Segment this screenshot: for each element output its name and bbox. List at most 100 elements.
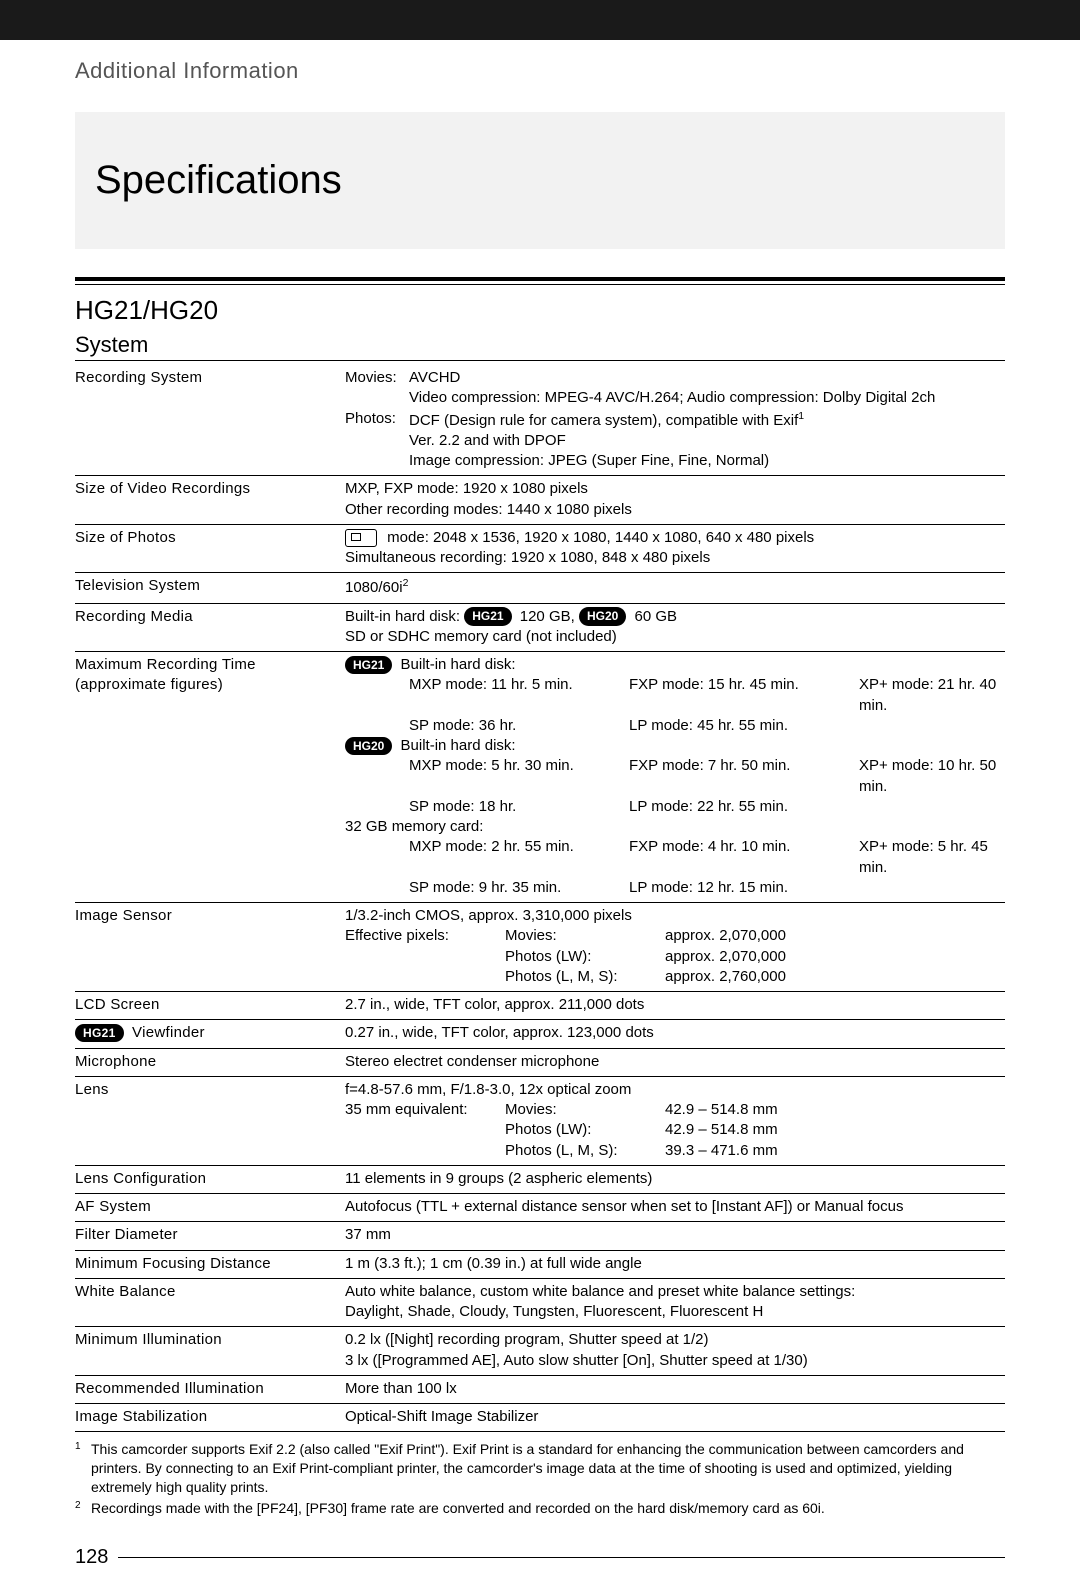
value: Optical-Shift Image Stabilizer [345,1407,1005,1427]
row-video-size: Size of Video Recordings MXP, FXP mode: … [75,476,1005,525]
cell: 42.9 – 514.8 mm [665,1100,1005,1120]
row-tv-system: Television System 1080/60i2 [75,573,1005,603]
page-number: 128 [75,1546,1005,1569]
top-bar [0,0,1080,40]
double-rule [75,277,1005,285]
value-line: Auto white balance, custom white balance… [345,1282,1005,1302]
label: Filter Diameter [75,1225,345,1245]
value: 1 m (3.3 ft.); 1 cm (0.39 in.) at full w… [345,1254,1005,1274]
value: Autofocus (TTL + external distance senso… [345,1197,1005,1217]
cell: Photos (LW): [505,1120,665,1140]
label: Lens [75,1080,345,1161]
label: White Balance [75,1282,345,1323]
label: Recording Media [75,607,345,648]
row-max-rec-time: Maximum Recording Time (approximate figu… [75,652,1005,903]
movies-key: Movies: [345,368,405,409]
cell: 39.3 – 471.6 mm [665,1141,1005,1161]
value: 2.7 in., wide, TFT color, approx. 211,00… [345,995,1005,1015]
cell: MXP mode: 11 hr. 5 min. [409,675,629,716]
cell: FXP mode: 7 hr. 50 min. [629,756,859,797]
value-line: Built-in hard disk: HG21 120 GB, HG20 60… [345,607,1005,627]
row-stab: Image Stabilization Optical-Shift Image … [75,1404,1005,1432]
cell: SP mode: 9 hr. 35 min. [409,878,629,898]
hg20-badge: HG20 [345,737,392,755]
label: Recommended Illumination [75,1379,345,1399]
row-image-sensor: Image Sensor 1/3.2-inch CMOS, approx. 3,… [75,903,1005,992]
cell: approx. 2,760,000 [665,967,1005,987]
row-rec-illum: Recommended Illumination More than 100 l… [75,1376,1005,1404]
label: Size of Video Recordings [75,479,345,520]
row-viewfinder: HG21 Viewfinder 0.27 in., wide, TFT colo… [75,1020,1005,1048]
row-photo-size: Size of Photos mode: 2048 x 1536, 1920 x… [75,525,1005,574]
label: Image Stabilization [75,1407,345,1427]
value-line: DCF (Design rule for camera system), com… [409,409,1005,431]
row-min-illum: Minimum Illumination 0.2 lx ([Night] rec… [75,1327,1005,1376]
section-header: Additional Information [75,58,1005,84]
value-line: SD or SDHC memory card (not included) [345,627,1005,647]
value-line: 32 GB memory card: [345,817,1005,837]
cell: Movies: [505,1100,665,1120]
value-line: f=4.8-57.6 mm, F/1.8-3.0, 12x optical zo… [345,1080,1005,1100]
cell: SP mode: 36 hr. [409,716,629,736]
row-microphone: Microphone Stereo electret condenser mic… [75,1049,1005,1077]
label: Microphone [75,1052,345,1072]
cell: XP+ mode: 10 hr. 50 min. [859,756,1005,797]
cell: XP+ mode: 21 hr. 40 min. [859,675,1005,716]
row-af: AF System Autofocus (TTL + external dist… [75,1194,1005,1222]
value: 37 mm [345,1225,1005,1245]
cell: FXP mode: 4 hr. 10 min. [629,837,859,878]
photos-key: Photos: [345,409,405,472]
value-line: 3 lx ([Programmed AE], Auto slow shutter… [345,1351,1005,1371]
cell: MXP mode: 5 hr. 30 min. [409,756,629,797]
value: 1080/60i2 [345,576,1005,598]
value-line: HG21 Built-in hard disk: [345,655,1005,675]
footnote-number: 1 [75,1440,91,1497]
value-line: mode: 2048 x 1536, 1920 x 1080, 1440 x 1… [345,528,1005,548]
value-line: Video compression: MPEG-4 AVC/H.264; Aud… [409,388,1005,408]
value: 11 elements in 9 groups (2 aspheric elem… [345,1169,1005,1189]
value-line: Ver. 2.2 and with DPOF [409,431,1005,451]
model-heading: HG21/HG20 [75,295,1005,326]
cell: 42.9 – 514.8 mm [665,1120,1005,1140]
value-line: Daylight, Shade, Cloudy, Tungsten, Fluor… [345,1302,1005,1322]
camera-icon [345,529,377,547]
label: Maximum Recording Time [75,655,335,675]
label: (approximate figures) [75,675,335,695]
value-line: Simultaneous recording: 1920 x 1080, 848… [345,548,1005,568]
cell: approx. 2,070,000 [665,926,1005,946]
footnotes: 1 This camcorder supports Exif 2.2 (also… [75,1440,1005,1518]
page-content: Additional Information Specifications HG… [0,58,1080,1569]
title-block: Specifications [75,112,1005,249]
row-recording-media: Recording Media Built-in hard disk: HG21… [75,604,1005,653]
value: More than 100 lx [345,1379,1005,1399]
cell: LP mode: 22 hr. 55 min. [629,797,859,817]
cell: Photos (L, M, S): [505,1141,665,1161]
value-line: Image compression: JPEG (Super Fine, Fin… [409,451,1005,471]
cell: Effective pixels: [345,926,505,946]
label: Viewfinder [128,1024,205,1041]
value-line: 0.2 lx ([Night] recording program, Shutt… [345,1330,1005,1350]
label: Minimum Illumination [75,1330,345,1371]
hg21-badge: HG21 [464,607,511,625]
footnote-text: This camcorder supports Exif 2.2 (also c… [91,1440,1005,1497]
value: Stereo electret condenser microphone [345,1052,1005,1072]
value: 0.27 in., wide, TFT color, approx. 123,0… [345,1023,1005,1043]
row-filter: Filter Diameter 37 mm [75,1222,1005,1250]
page-title: Specifications [95,158,1005,203]
label: Lens Configuration [75,1169,345,1189]
label: Minimum Focusing Distance [75,1254,345,1274]
label: AF System [75,1197,345,1217]
cell: 35 mm equivalent: [345,1100,505,1120]
row-lens-config: Lens Configuration 11 elements in 9 grou… [75,1166,1005,1194]
footnote-text: Recordings made with the [PF24], [PF30] … [91,1499,1005,1518]
cell: MXP mode: 2 hr. 55 min. [409,837,629,878]
row-min-focus: Minimum Focusing Distance 1 m (3.3 ft.);… [75,1251,1005,1279]
value-line: MXP, FXP mode: 1920 x 1080 pixels [345,479,1005,499]
row-lens: Lens f=4.8-57.6 mm, F/1.8-3.0, 12x optic… [75,1077,1005,1166]
row-lcd: LCD Screen 2.7 in., wide, TFT color, app… [75,992,1005,1020]
cell: FXP mode: 15 hr. 45 min. [629,675,859,716]
label: LCD Screen [75,995,345,1015]
cell: LP mode: 12 hr. 15 min. [629,878,859,898]
page-rule [118,1557,1005,1558]
value-line: 1/3.2-inch CMOS, approx. 3,310,000 pixel… [345,906,1005,926]
